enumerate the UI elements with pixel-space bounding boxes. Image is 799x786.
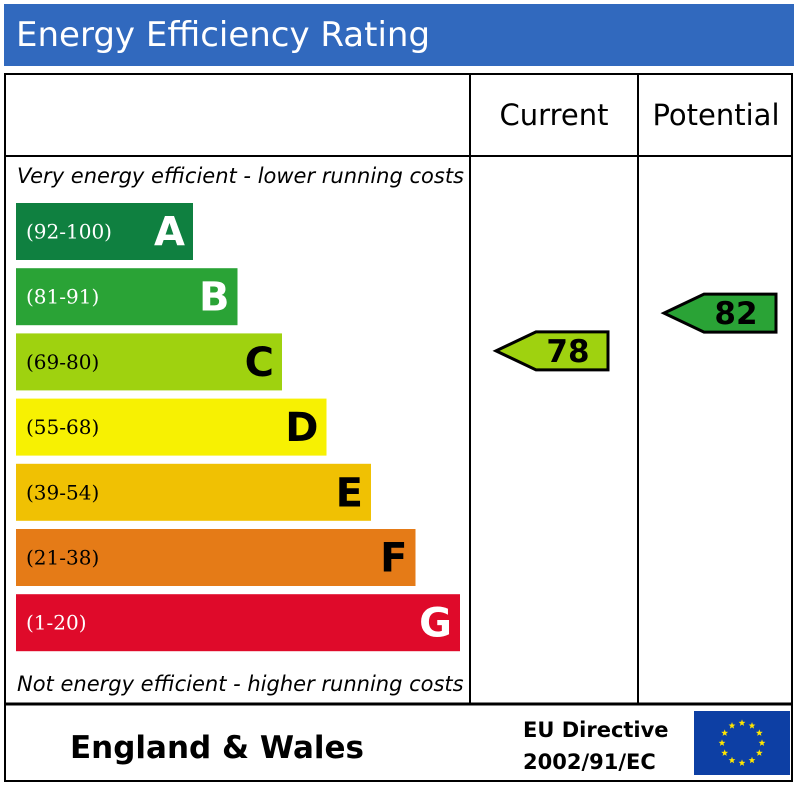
current-rating-arrow [492, 330, 610, 372]
eu-star-icon [755, 749, 763, 756]
eu-star-icon [718, 739, 726, 746]
current-column-header: Current [500, 98, 609, 132]
band-bar-g [16, 594, 460, 652]
band-g: (1-20) G [16, 594, 460, 652]
potential-rating-marker: 82 [660, 292, 778, 334]
eu-star-icon [755, 729, 763, 736]
band-range-label: (55-68) [26, 415, 99, 439]
efficient-caption: Very energy efficient - lower running co… [17, 164, 464, 188]
band-bar-b [16, 268, 238, 326]
band-b: (81-91) B [16, 268, 238, 326]
eu-star-icon [748, 756, 756, 764]
band-letter-label: G [419, 601, 452, 647]
band-bar-c [16, 333, 282, 391]
band-bar-a [16, 203, 193, 260]
eu-star-icon [728, 722, 736, 729]
eu-star-icon [721, 729, 729, 736]
potential-column-header: Potential [652, 98, 779, 132]
eu-star-icon [721, 749, 729, 756]
potential-rating-value: 82 [714, 296, 757, 332]
chart-title: Energy Efficiency Rating [16, 15, 431, 55]
band-d: (55-68) D [16, 398, 327, 456]
band-letter-label: B [199, 275, 230, 321]
eu-flag-stars [718, 719, 766, 766]
band-letter-label: A [154, 210, 185, 256]
band-bar-e [16, 463, 371, 521]
band-range-label: (21-38) [26, 546, 99, 570]
band-a: (92-100) A [16, 203, 193, 260]
chart-frame [4, 73, 793, 782]
rating-markers: 78 82 [492, 292, 778, 372]
eu-star-icon [728, 756, 736, 764]
band-range-label: (69-80) [26, 350, 99, 374]
band-range-label: (1-20) [26, 611, 87, 635]
current-rating-marker: 78 [492, 330, 610, 372]
inefficient-caption: Not energy efficient - higher running co… [17, 672, 464, 696]
directive-line-1: EU Directive [523, 718, 669, 742]
band-bar-f [16, 529, 416, 586]
eu-star-icon [738, 719, 746, 726]
band-range-label: (92-100) [26, 220, 112, 244]
title-bar: Energy Efficiency Rating [4, 4, 794, 66]
rating-bands: (92-100) A (81-91) B (69-80) C (55-68) D (39-54)… [16, 203, 460, 652]
band-c: (69-80) C [16, 333, 282, 391]
band-bar-d [16, 398, 327, 456]
potential-rating-arrow [660, 292, 778, 334]
eu-star-icon [758, 739, 766, 746]
eu-star-icon [738, 759, 746, 766]
region-label: England & Wales [70, 730, 364, 766]
directive-line-2: 2002/91/EC [523, 750, 656, 774]
band-f: (21-38) F [16, 529, 416, 586]
band-letter-label: C [245, 340, 274, 386]
band-letter-label: E [336, 470, 363, 516]
band-range-label: (39-54) [26, 480, 99, 504]
band-letter-label: D [285, 405, 318, 451]
band-e: (39-54) E [16, 463, 371, 521]
eu-star-icon [748, 722, 756, 729]
band-range-label: (81-91) [26, 285, 99, 309]
band-letter-label: F [380, 536, 407, 582]
eu-flag-icon [694, 711, 790, 775]
current-rating-value: 78 [546, 334, 589, 370]
